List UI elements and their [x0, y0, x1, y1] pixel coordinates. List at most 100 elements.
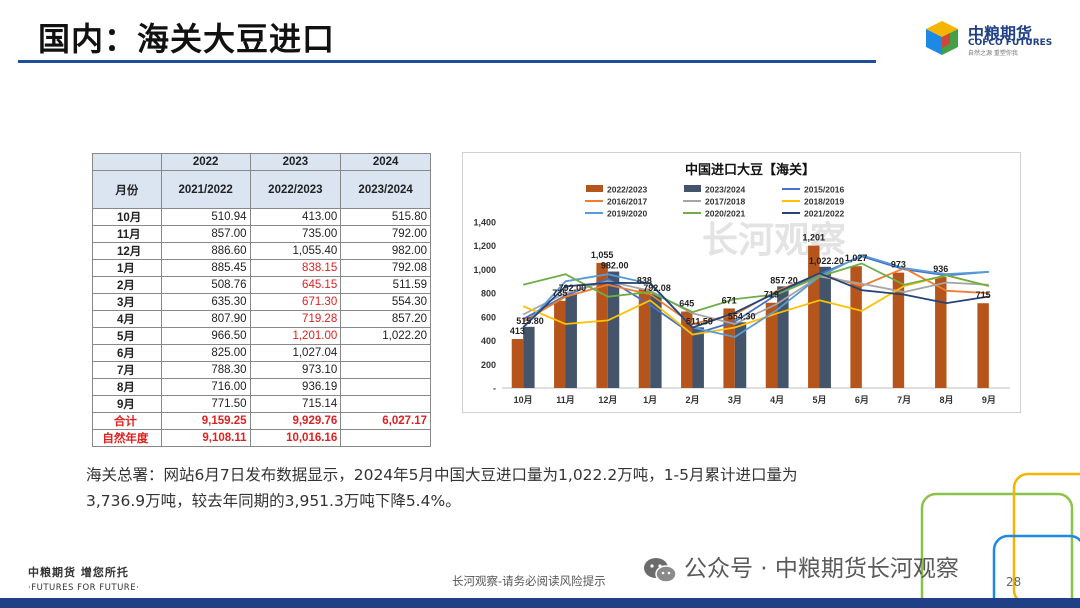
legend-label: 2015/2016 — [804, 185, 844, 195]
chart-title: 中国进口大豆【海关】 — [685, 162, 815, 177]
data-label: 554.30 — [728, 311, 756, 321]
page-title: 国内：海关大豆进口 — [38, 20, 336, 58]
table-cell: 511.59 — [340, 276, 431, 294]
legend-swatch — [684, 185, 701, 192]
import-data-table: 2022 2023 2024 月份 2021/2022 2022/2023 20… — [92, 153, 431, 447]
table-cell: 735.00 — [249, 225, 342, 243]
table-cell: 857.20 — [340, 310, 431, 328]
legend-label: 2020/2021 — [705, 209, 745, 219]
table-cell: 1,022.20 — [340, 327, 431, 345]
data-label: 511.59 — [686, 316, 713, 326]
logo-name-cn: 中粮期货 — [968, 24, 1033, 43]
table-cell-month: 10月 — [92, 208, 162, 226]
table-header-cell: 2024 — [340, 153, 431, 171]
table-cell: 886.60 — [160, 242, 251, 260]
table-row: 5月 966.50 1,201.00 1,022.20 — [92, 327, 431, 345]
legend-label: 2022/2023 — [607, 185, 647, 195]
table-header-cell: 2022 — [160, 153, 251, 171]
table-cell: 671.30 — [249, 293, 342, 311]
table-header-cell — [92, 153, 162, 171]
table-cell: 1,027.04 — [249, 344, 342, 362]
y-tick-label: 400 — [481, 336, 496, 346]
legend-label: 2016/2017 — [607, 197, 647, 207]
decorative-frames — [920, 472, 1080, 598]
data-label: 413 — [510, 326, 525, 336]
soybean-import-chart: 中国进口大豆【海关】长河观察 2022/2023 2023/2024 2015/201… — [462, 152, 1021, 413]
data-label: 792.08 — [643, 283, 671, 293]
line-2019/2020 — [522, 254, 989, 338]
table-cell — [340, 378, 431, 396]
data-label: 1,201 — [803, 233, 826, 243]
line-2020/2021 — [522, 262, 990, 314]
bar-2022/2023 — [892, 272, 905, 388]
table-row: 11月 857.00 735.00 792.00 — [92, 225, 431, 243]
data-label: 671 — [722, 295, 737, 305]
cube-logo-icon — [926, 21, 958, 55]
table-cell: 885.45 — [160, 259, 251, 277]
data-label: 936 — [933, 264, 948, 274]
table-natural-year-row: 自然年度 9,108.11 10,016.16 — [92, 429, 431, 447]
data-label: 792.00 — [559, 283, 587, 293]
table-cell-month: 6月 — [92, 344, 162, 362]
table-cell: 1,201.00 — [249, 327, 342, 345]
table-cell: 510.94 — [160, 208, 251, 226]
y-tick-label: 1,400 — [473, 218, 496, 228]
table-row: 9月 771.50 715.14 — [92, 395, 431, 413]
table-cell: 788.30 — [160, 361, 251, 379]
bar-2022/2023 — [977, 303, 989, 388]
data-label: 719 — [764, 290, 779, 300]
data-label: 982.00 — [601, 261, 629, 271]
x-tick-label: 11月 — [556, 395, 575, 405]
data-label: 735 — [552, 288, 567, 298]
bar-2022/2023 — [808, 245, 820, 388]
y-tick-label: 800 — [481, 289, 496, 299]
bar-2023/2024 — [523, 326, 535, 388]
table-cell-month: 3月 — [92, 293, 162, 311]
y-tick-label: 1,000 — [473, 265, 496, 275]
table-cell: 10,016.16 — [249, 429, 342, 447]
x-tick-label: 12月 — [598, 395, 617, 405]
line-2018/2019 — [522, 274, 990, 336]
table-cell — [340, 361, 431, 379]
page-number: 28 — [1006, 575, 1022, 589]
bar-2023/2024 — [650, 294, 662, 388]
table-cell: 982.00 — [340, 242, 431, 260]
table-cell: 515.80 — [340, 208, 431, 226]
table-cell: 716.00 — [160, 378, 251, 396]
data-label: 1,055 — [591, 250, 614, 260]
table-cell: 9,159.25 — [160, 412, 251, 430]
data-label: 973 — [891, 260, 906, 270]
table-cell: 645.15 — [249, 276, 342, 294]
y-tick-label: 200 — [481, 360, 496, 370]
x-tick-label: 10月 — [514, 395, 533, 405]
table-cell: 771.50 — [160, 395, 251, 413]
table-cell-label: 自然年度 — [92, 429, 162, 447]
table-row: 10月 510.94 413.00 515.80 — [92, 208, 431, 226]
data-label: 715 — [976, 290, 991, 300]
table-cell-label: 合计 — [92, 412, 162, 430]
table-cell-month: 5月 — [92, 327, 162, 345]
table-cell: 719.28 — [249, 310, 342, 328]
bar-2022/2023 — [511, 339, 524, 388]
chart-watermark: 长河观察 — [702, 219, 846, 260]
table-row: 1月 885.45 838.15 792.08 — [92, 259, 431, 277]
bottom-bar — [0, 598, 1080, 608]
footer-logo: 中粮期货 增您所托 ·FUTURES FOR FUTURE· — [28, 564, 139, 593]
y-tick-label: - — [493, 384, 496, 394]
logo-slogan: 自然之源 重塑你我 — [968, 50, 1018, 57]
data-label: 515.80 — [516, 316, 544, 326]
table-cell: 825.00 — [160, 344, 251, 362]
x-tick-label: 6月 — [855, 395, 869, 405]
wechat-watermark: 公众号 · 中粮期货长河观察 — [684, 556, 959, 582]
table-row: 3月 635.30 671.30 554.30 — [92, 293, 431, 311]
x-tick-label: 7月 — [897, 395, 911, 405]
bar-2022/2023 — [850, 266, 862, 388]
table-cell: 9,108.11 — [160, 429, 251, 447]
footer-english-slogan: ·FUTURES FOR FUTURE· — [28, 583, 140, 593]
table-cell: 838.15 — [249, 259, 342, 277]
table-cell: 9,929.76 — [249, 412, 342, 430]
bar-2022/2023 — [681, 311, 693, 388]
data-label: 838 — [637, 276, 652, 286]
table-cell: 807.90 — [160, 310, 251, 328]
y-tick-label: 1,200 — [473, 241, 496, 251]
